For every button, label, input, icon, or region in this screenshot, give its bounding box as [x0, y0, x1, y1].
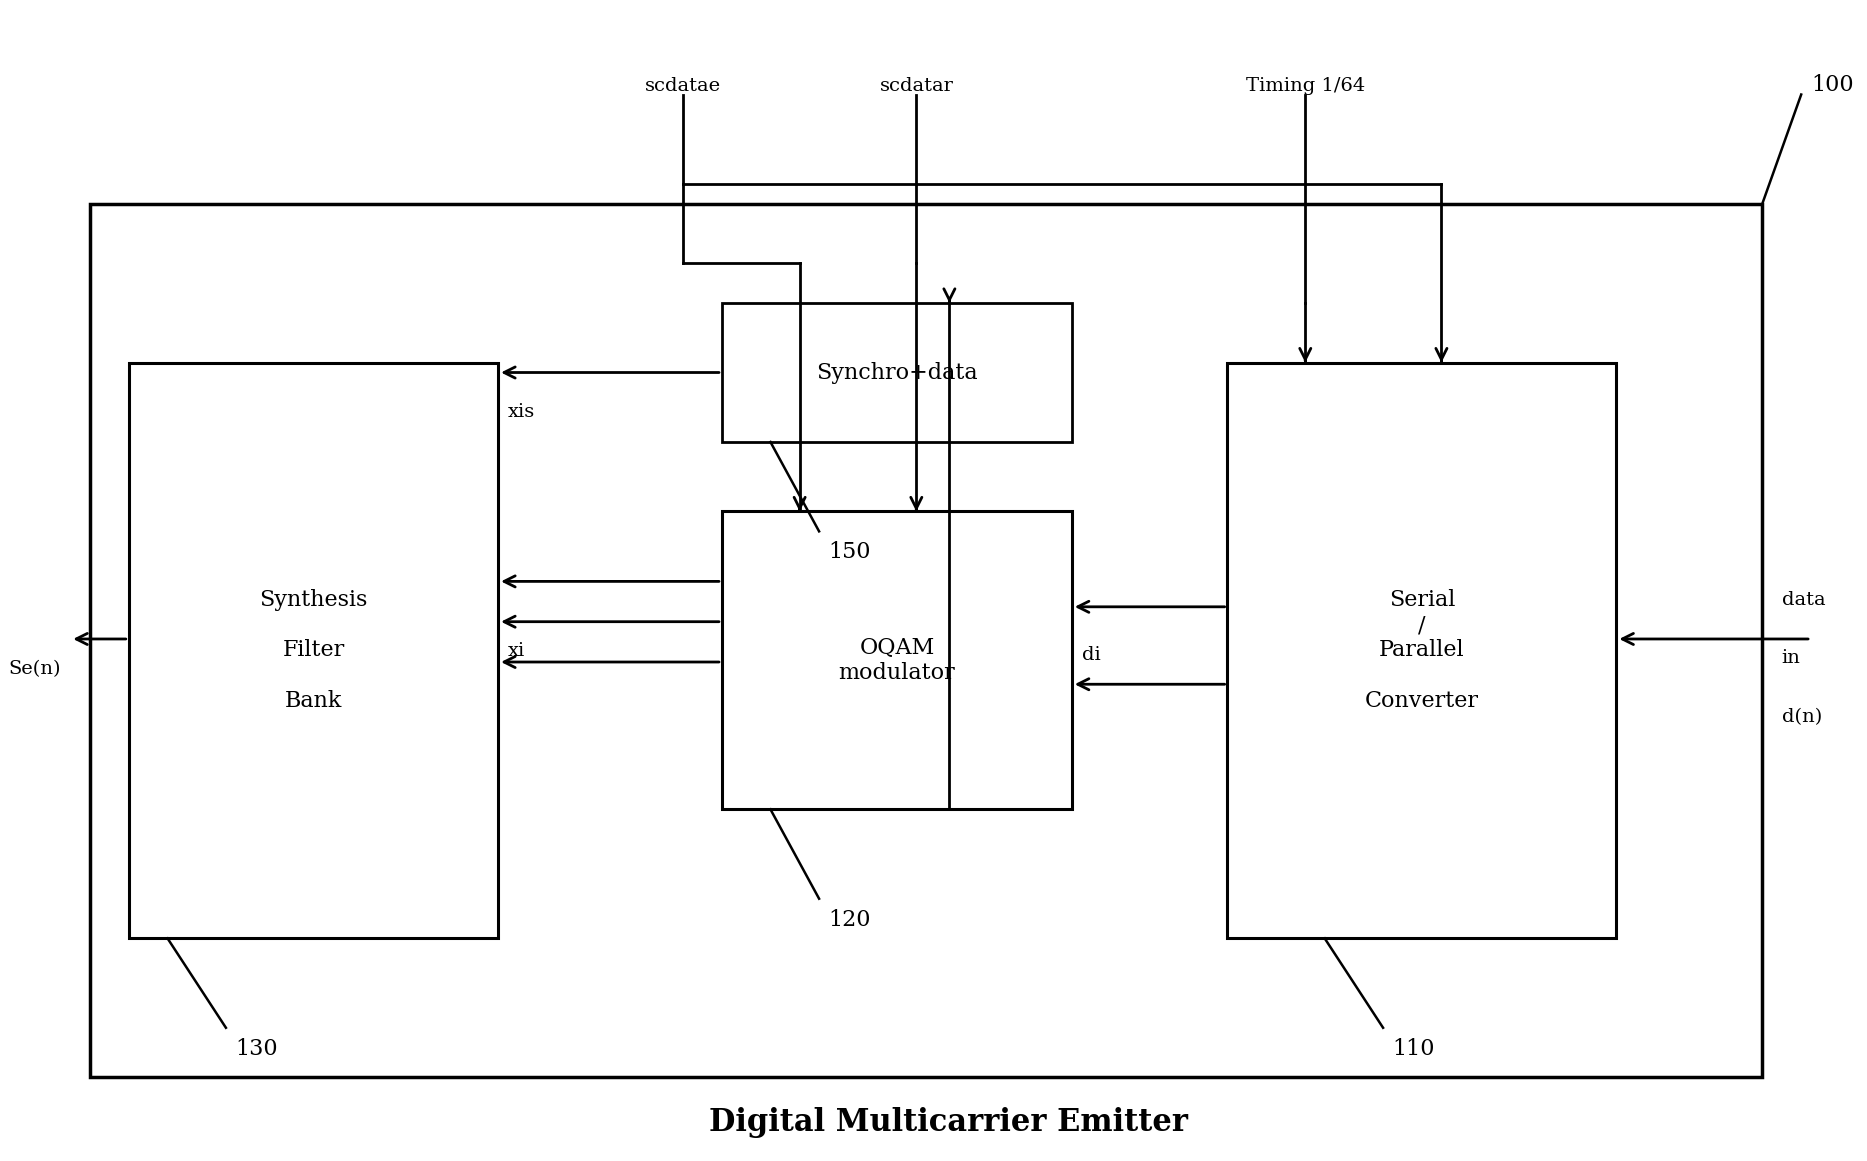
- Text: Synchro+data: Synchro+data: [816, 361, 978, 383]
- Text: 100: 100: [1811, 73, 1854, 95]
- Text: xi: xi: [508, 642, 525, 661]
- Text: scdatae: scdatae: [644, 77, 721, 94]
- Text: xis: xis: [508, 403, 536, 421]
- Text: Se(n): Se(n): [7, 659, 60, 678]
- Bar: [723, 512, 1072, 809]
- Text: in: in: [1781, 649, 1800, 666]
- Text: 150: 150: [829, 541, 872, 563]
- Text: 130: 130: [235, 1038, 278, 1060]
- Text: Synthesis

Filter

Bank: Synthesis Filter Bank: [260, 589, 368, 713]
- Bar: [129, 362, 498, 938]
- Text: OQAM
modulator: OQAM modulator: [838, 636, 956, 684]
- Text: Serial
/
Parallel

Converter: Serial / Parallel Converter: [1365, 589, 1479, 713]
- Text: data: data: [1781, 591, 1826, 610]
- Bar: [90, 203, 1762, 1077]
- Text: scdatar: scdatar: [879, 77, 954, 94]
- Text: 120: 120: [829, 909, 872, 931]
- Text: d(n): d(n): [1781, 708, 1822, 727]
- Bar: [723, 303, 1072, 442]
- Bar: [1227, 362, 1617, 938]
- Text: 110: 110: [1393, 1038, 1436, 1060]
- Text: di: di: [1081, 647, 1100, 664]
- Text: Timing 1/64: Timing 1/64: [1245, 77, 1365, 94]
- Text: Digital Multicarrier Emitter: Digital Multicarrier Emitter: [709, 1106, 1189, 1138]
